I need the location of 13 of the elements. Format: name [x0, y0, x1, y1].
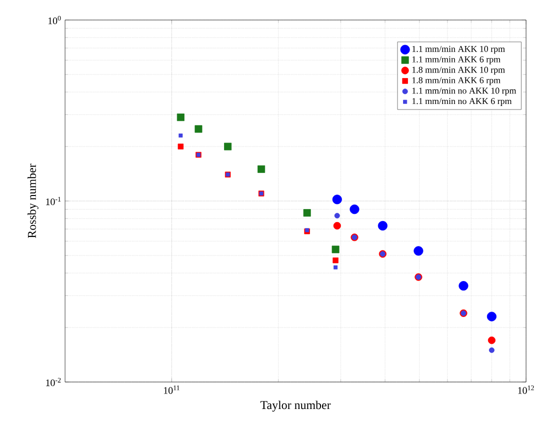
legend-label: 1.1 mm/min AKK 6 rpm: [412, 56, 500, 64]
legend-label: 1.1 mm/min no AKK 10 rpm: [412, 88, 516, 96]
y-tick-label: 10$^{0}$: [48, 16, 61, 24]
legend-label: 1.8 mm/min AKK 10 rpm: [412, 66, 505, 75]
legend-label: 1.8 mm/min AKK 6 rpm: [412, 77, 500, 86]
y-tick-label: 10$^{-2}$: [46, 378, 61, 386]
y-axis-title: Rossby number: [28, 164, 38, 238]
x-tick-label: 10$^{11}$: [164, 386, 180, 394]
legend-label: 1.1 mm/min AKK 10 rpm: [412, 46, 505, 54]
y-tick-label: 10$^{-1}$: [46, 196, 61, 206]
x-tick-label: 10$^{12}$: [518, 386, 534, 394]
legend-label: 1.1 mm/min no AKK 6 rpm: [412, 98, 512, 106]
x-axis-title: Taylor number: [260, 400, 331, 412]
